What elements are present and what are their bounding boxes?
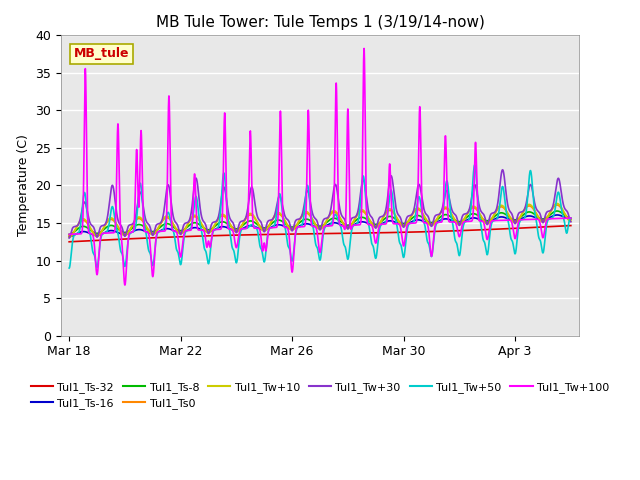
- Y-axis label: Temperature (C): Temperature (C): [17, 134, 29, 237]
- Text: MB_tule: MB_tule: [74, 48, 129, 60]
- Title: MB Tule Tower: Tule Temps 1 (3/19/14-now): MB Tule Tower: Tule Temps 1 (3/19/14-now…: [156, 15, 484, 30]
- Legend: Tul1_Ts-32, Tul1_Ts-16, Tul1_Ts-8, Tul1_Ts0, Tul1_Tw+10, Tul1_Tw+30, Tul1_Tw+50,: Tul1_Ts-32, Tul1_Ts-16, Tul1_Ts-8, Tul1_…: [26, 377, 614, 413]
